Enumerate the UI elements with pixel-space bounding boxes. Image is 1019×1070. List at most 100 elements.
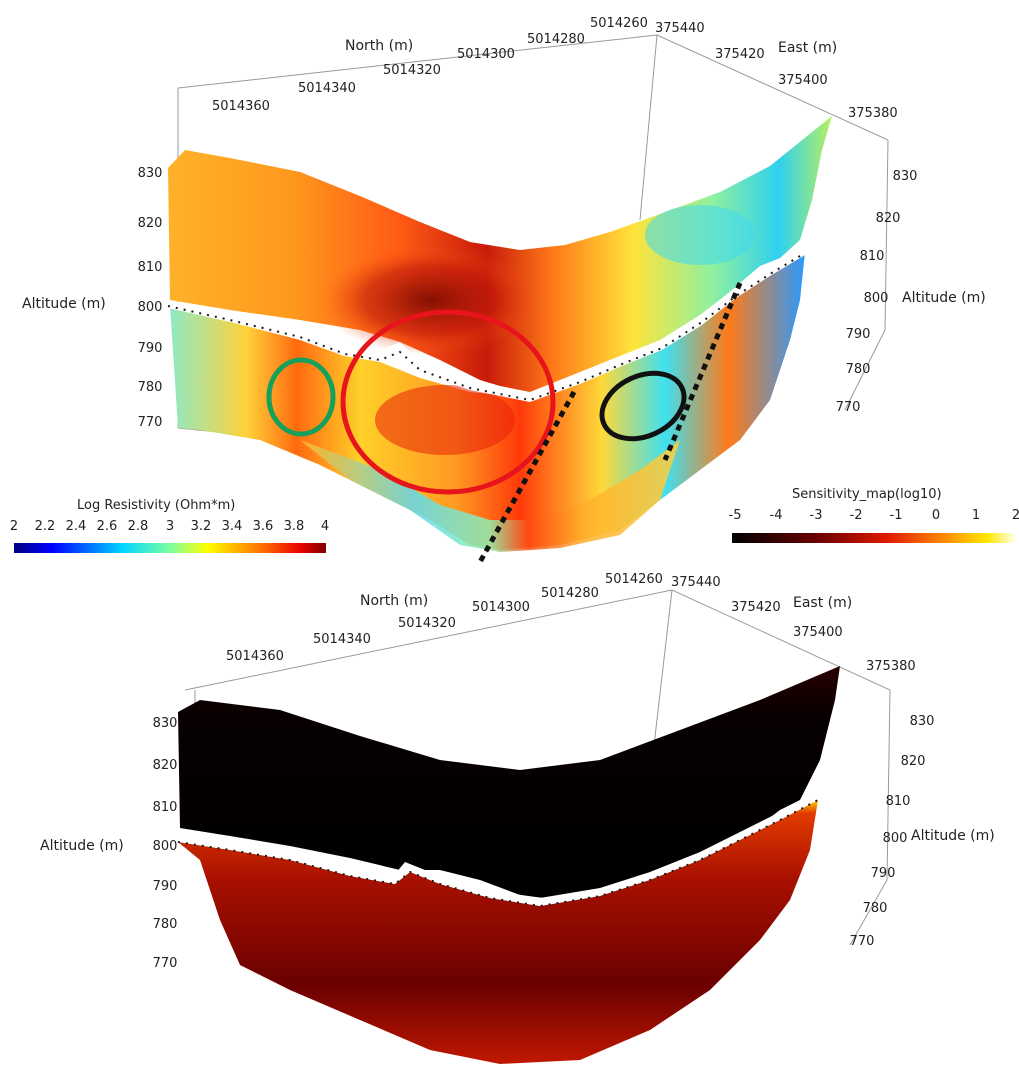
sensitivity-alt-right-tick-3: 800 <box>883 831 908 846</box>
resistivity-north-axis-label: North (m) <box>345 38 413 54</box>
red-ellipse-annotation <box>340 309 556 495</box>
resistivity-colorbar-gradient <box>14 543 326 553</box>
resistivity-bottom-lobe <box>300 440 680 552</box>
resistivity-cbar-tick-0: 2 <box>10 519 18 534</box>
sensitivity-colorbar: Sensitivity_map(log10) -5 -4 -3 -2 -1 0 1 2 <box>729 487 1019 543</box>
resistivity-east-ticks: 375440 375420 375400 375380 <box>655 21 898 121</box>
sensitivity-alt-right-tick-0: 830 <box>910 714 935 729</box>
resistivity-panel: North (m) East (m) Altitude (m) Altitude… <box>10 16 1019 564</box>
sensitivity-cbar-tick-4: -1 <box>890 508 903 523</box>
sensitivity-cbar-tick-0: -5 <box>729 508 742 523</box>
sensitivity-cbar-tick-7: 2 <box>1012 508 1019 523</box>
resistivity-alt-right-tick-6: 770 <box>836 400 861 415</box>
resistivity-cbar-tick-2: 2.4 <box>66 519 87 534</box>
sensitivity-east-ticks: 375440 375420 375400 375380 <box>671 575 916 674</box>
sensitivity-cbar-tick-3: -2 <box>850 508 863 523</box>
resistivity-conductive-core <box>320 245 540 355</box>
resistivity-cbar-tick-1: 2.2 <box>35 519 56 534</box>
resistivity-colorbar-ticks: 2 2.2 2.4 2.6 2.8 3 3.2 3.4 3.6 3.8 4 <box>10 519 329 534</box>
resistivity-altitude-right-ticks: 830 820 810 800 790 780 770 <box>836 169 918 415</box>
sensitivity-north-tick-4: 5014280 <box>541 586 599 601</box>
resistivity-altitude-left-label: Altitude (m) <box>22 296 106 312</box>
sensitivity-colorbar-ticks: -5 -4 -3 -2 -1 0 1 2 <box>729 508 1019 523</box>
sensitivity-cbar-tick-2: -3 <box>810 508 823 523</box>
resistivity-cbar-tick-10: 4 <box>321 519 329 534</box>
sensitivity-alt-left-tick-5: 780 <box>153 917 178 932</box>
sensitivity-altitude-left-label: Altitude (m) <box>40 838 124 854</box>
resistivity-cyan-patch <box>645 205 755 265</box>
resistivity-east-axis-label: East (m) <box>778 40 837 56</box>
sensitivity-north-tick-5: 5014260 <box>605 572 663 587</box>
resistivity-east-tick-0: 375440 <box>655 21 705 36</box>
sensitivity-lower-surface <box>178 800 818 1064</box>
resistivity-electrode-line <box>167 252 806 402</box>
sensitivity-altitude-left-ticks: 830 820 810 800 790 780 770 <box>153 716 178 971</box>
resistivity-cbar-tick-6: 3.2 <box>191 519 212 534</box>
sensitivity-alt-left-tick-3: 800 <box>153 839 178 854</box>
sensitivity-cbar-tick-5: 0 <box>932 508 940 523</box>
resistivity-alt-right-tick-4: 790 <box>846 327 871 342</box>
sensitivity-alt-right-tick-6: 770 <box>850 934 875 949</box>
resistivity-alt-left-tick-6: 770 <box>138 415 163 430</box>
resistivity-red-zone <box>375 385 515 455</box>
resistivity-alt-left-tick-4: 790 <box>138 341 163 356</box>
sensitivity-altitude-right-label: Altitude (m) <box>911 828 995 844</box>
resistivity-north-tick-5: 5014260 <box>590 16 648 31</box>
resistivity-north-tick-2: 5014320 <box>383 63 441 78</box>
resistivity-alt-left-tick-1: 820 <box>138 216 163 231</box>
resistivity-north-ticks: 5014360 5014340 5014320 5014300 5014280 50142… <box>212 16 648 114</box>
sensitivity-east-tick-2: 375400 <box>793 625 843 640</box>
sensitivity-upper-surface <box>178 666 840 900</box>
sensitivity-altitude-right-ticks: 830 820 810 800 790 780 770 <box>850 714 935 949</box>
black-ellipse-annotation <box>599 370 687 442</box>
resistivity-cbar-tick-9: 3.8 <box>284 519 305 534</box>
resistivity-colorbar-title: Log Resistivity (Ohm*m) <box>77 498 235 513</box>
sensitivity-north-ticks: 5014360 5014340 5014320 5014300 5014280 50142… <box>226 572 663 664</box>
sensitivity-north-tick-2: 5014320 <box>398 616 456 631</box>
sensitivity-alt-left-tick-0: 830 <box>153 716 178 731</box>
sensitivity-north-tick-1: 5014340 <box>313 632 371 647</box>
sensitivity-alt-left-tick-1: 820 <box>153 758 178 773</box>
resistivity-alt-left-tick-2: 810 <box>138 260 163 275</box>
resistivity-cbar-tick-5: 3 <box>166 519 174 534</box>
sensitivity-alt-right-tick-2: 810 <box>886 794 911 809</box>
resistivity-cbar-tick-4: 2.8 <box>128 519 149 534</box>
resistivity-east-tick-2: 375400 <box>778 73 828 88</box>
green-ellipse-annotation <box>266 357 336 437</box>
resistivity-cbar-tick-7: 3.4 <box>222 519 243 534</box>
sensitivity-alt-left-tick-4: 790 <box>153 879 178 894</box>
resistivity-altitude-left-ticks: 830 820 810 800 790 780 770 <box>138 166 163 430</box>
resistivity-north-tick-0: 5014360 <box>212 99 270 114</box>
sensitivity-colorbar-gradient <box>732 533 1015 543</box>
resistivity-colorbar: Log Resistivity (Ohm*m) 2 2.2 2.4 2.6 2.8 3 3.… <box>10 498 329 553</box>
sensitivity-east-tick-0: 375440 <box>671 575 721 590</box>
sensitivity-alt-right-tick-5: 780 <box>863 901 888 916</box>
sensitivity-east-tick-3: 375380 <box>866 659 916 674</box>
sensitivity-east-axis-label: East (m) <box>793 595 852 611</box>
sensitivity-colorbar-title: Sensitivity_map(log10) <box>792 487 942 502</box>
sensitivity-cbar-tick-1: -4 <box>770 508 783 523</box>
sensitivity-alt-left-tick-2: 810 <box>153 800 178 815</box>
sensitivity-alt-left-tick-6: 770 <box>153 956 178 971</box>
sensitivity-north-tick-3: 5014300 <box>472 600 530 615</box>
resistivity-alt-right-tick-0: 830 <box>893 169 918 184</box>
resistivity-north-tick-1: 5014340 <box>298 81 356 96</box>
resistivity-alt-right-tick-2: 810 <box>860 249 885 264</box>
sensitivity-cbar-tick-6: 1 <box>972 508 980 523</box>
resistivity-alt-right-tick-3: 800 <box>864 291 889 306</box>
sensitivity-east-tick-1: 375420 <box>731 600 781 615</box>
resistivity-east-tick-3: 375380 <box>848 106 898 121</box>
resistivity-north-tick-3: 5014300 <box>457 47 515 62</box>
resistivity-east-tick-1: 375420 <box>715 47 765 62</box>
resistivity-alt-left-tick-3: 800 <box>138 300 163 315</box>
sensitivity-alt-right-tick-4: 790 <box>871 866 896 881</box>
sensitivity-north-tick-0: 5014360 <box>226 649 284 664</box>
resistivity-alt-left-tick-0: 830 <box>138 166 163 181</box>
resistivity-altitude-right-label: Altitude (m) <box>902 290 986 306</box>
sensitivity-north-axis-label: North (m) <box>360 593 428 609</box>
sensitivity-panel: North (m) East (m) Altitude (m) Altitude… <box>40 572 995 1064</box>
resistivity-alt-left-tick-5: 780 <box>138 380 163 395</box>
sensitivity-alt-right-tick-1: 820 <box>901 754 926 769</box>
resistivity-alt-right-tick-5: 780 <box>846 362 871 377</box>
